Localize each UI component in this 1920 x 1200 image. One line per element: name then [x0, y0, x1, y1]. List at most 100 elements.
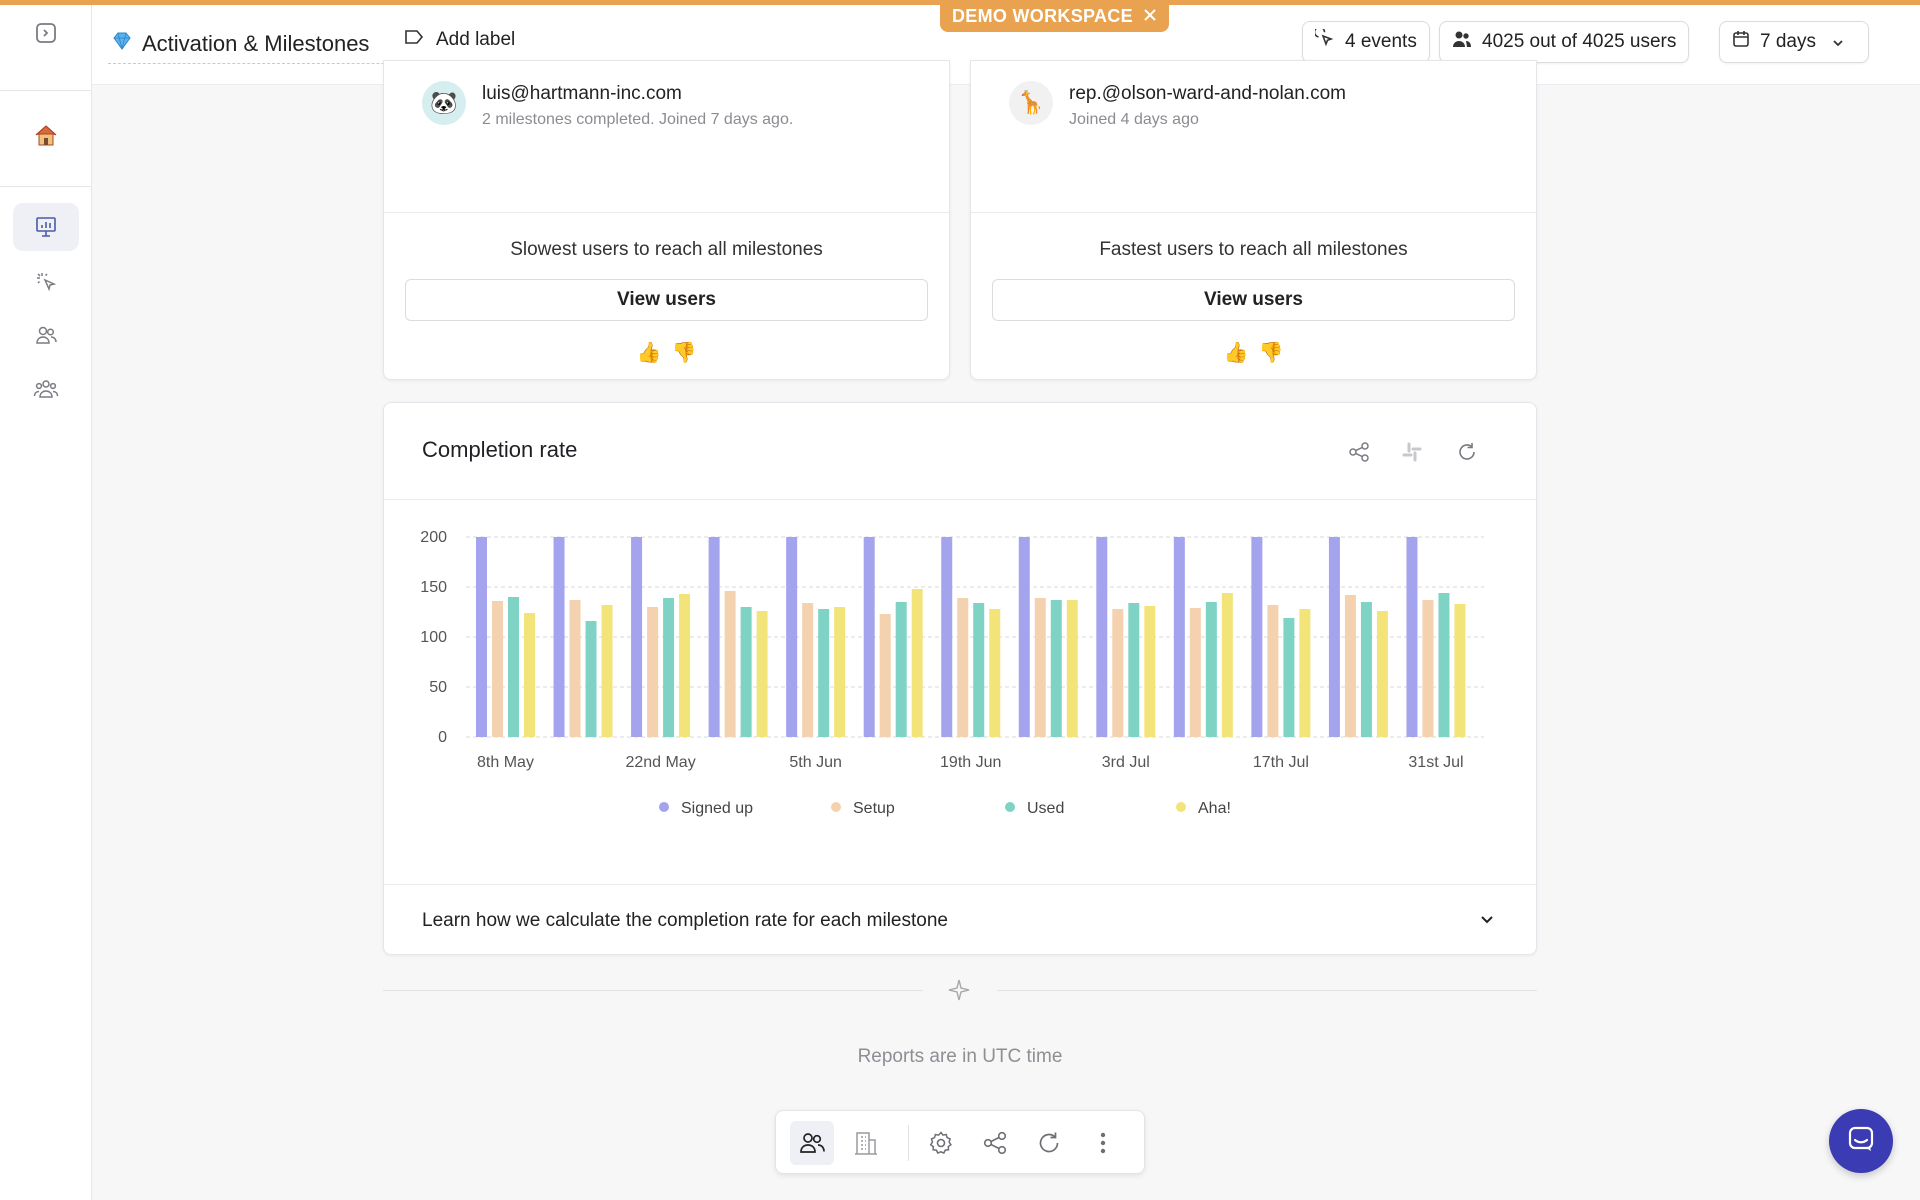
thumbs-down-icon[interactable]: 👎 — [1258, 342, 1284, 364]
chart-bar — [1267, 605, 1279, 737]
card-caption: Fastest users to reach all milestones — [1099, 239, 1408, 260]
chart-footer-divider — [384, 884, 1536, 885]
chart-bar — [647, 607, 659, 737]
fastest-users-card: 🦒 rep.@olson-ward-and-nolan.com Joined 4… — [970, 60, 1537, 380]
footer-divider — [383, 990, 923, 991]
share-icon[interactable] — [973, 1121, 1017, 1165]
chart-bar — [1144, 606, 1156, 737]
chart-bar — [1360, 602, 1372, 737]
chart-bar — [834, 607, 846, 737]
chart-bar — [941, 537, 953, 737]
chart-bar — [1066, 600, 1078, 737]
companies-view-icon[interactable] — [844, 1121, 888, 1165]
date-range-select[interactable]: 7 days — [1719, 21, 1869, 63]
user-row[interactable]: 🦒 rep.@olson-ward-and-nolan.com Joined 4… — [1009, 81, 1346, 129]
feedback-buttons: 👍 👎 — [384, 340, 949, 365]
users-filter-button[interactable]: 4025 out of 4025 users — [1439, 21, 1690, 63]
legend-swatch — [659, 802, 669, 812]
report-toolbar — [775, 1110, 1145, 1174]
legend-swatch — [1005, 802, 1015, 812]
thumbs-down-icon[interactable]: 👎 — [671, 342, 697, 364]
chart-bar — [524, 613, 535, 737]
chart-bar — [601, 605, 613, 737]
chart-bar — [1018, 537, 1030, 737]
timezone-note: Reports are in UTC time — [857, 1046, 1063, 1067]
view-users-button[interactable]: View users — [405, 279, 928, 321]
slack-icon[interactable] — [1399, 439, 1425, 465]
y-tick-label: 200 — [420, 529, 447, 546]
page-title: Activation & Milestones — [142, 30, 370, 56]
y-tick-label: 50 — [429, 679, 447, 696]
companies-icon[interactable] — [13, 365, 79, 413]
close-icon[interactable] — [1143, 6, 1157, 27]
legend-label: Setup — [853, 800, 895, 817]
x-tick-label: 5th Jun — [789, 754, 841, 771]
user-subtitle: Joined 4 days ago — [1069, 111, 1199, 128]
refresh-icon[interactable] — [1454, 439, 1480, 465]
events-icon[interactable] — [13, 258, 79, 306]
sidebar — [0, 0, 92, 1200]
users-icon[interactable] — [13, 311, 79, 359]
x-tick-label: 8th May — [477, 754, 534, 771]
users-icon — [1452, 30, 1472, 54]
x-tick-label: 3rd Jul — [1102, 754, 1150, 771]
settings-icon[interactable] — [919, 1121, 963, 1165]
chat-launcher-button[interactable] — [1829, 1109, 1893, 1173]
x-tick-label: 22nd May — [625, 754, 695, 771]
thumbs-up-icon[interactable]: 👍 — [636, 342, 662, 364]
chart-bar — [1344, 595, 1356, 737]
slowest-users-card: 🐼 luis@hartmann-inc.com 2 milestones com… — [383, 60, 950, 380]
chart-bar — [818, 609, 830, 737]
sparkle-icon — [947, 978, 971, 1007]
chart-bar — [1328, 537, 1340, 737]
chart-bar — [1189, 608, 1201, 737]
top-accent-bar — [0, 0, 1920, 5]
refresh-icon[interactable] — [1027, 1121, 1071, 1165]
chart-bar — [1283, 618, 1295, 737]
user-row[interactable]: 🐼 luis@hartmann-inc.com 2 milestones com… — [422, 81, 793, 129]
x-tick-label: 31st Jul — [1408, 754, 1463, 771]
events-count: 4 events — [1345, 31, 1417, 52]
chart-bar — [492, 601, 503, 737]
giraffe-avatar: 🦒 — [1009, 81, 1053, 125]
chart-bar — [1096, 537, 1108, 737]
y-tick-label: 150 — [420, 579, 447, 596]
legend-label: Used — [1027, 800, 1064, 817]
chart-bar — [1299, 609, 1311, 737]
chart-bar — [1173, 537, 1185, 737]
diamond-icon — [112, 32, 132, 55]
chart-bar — [895, 602, 907, 737]
chart-bar — [724, 591, 736, 737]
users-view-icon[interactable] — [790, 1121, 834, 1165]
events-filter-button[interactable]: 4 events — [1302, 21, 1430, 63]
users-count: 4025 out of 4025 users — [1482, 31, 1677, 52]
view-users-button[interactable]: View users — [992, 279, 1515, 321]
y-tick-label: 0 — [438, 729, 447, 746]
chevron-down-icon[interactable] — [1479, 913, 1495, 931]
learn-more-text: Learn how we calculate the completion ra… — [422, 910, 948, 931]
chart-bar — [569, 600, 581, 737]
report-title[interactable]: Activation & Milestones — [108, 24, 474, 64]
chart-bar — [1406, 537, 1418, 737]
chart-bar — [663, 598, 675, 737]
x-tick-label: 19th Jun — [940, 754, 1001, 771]
completion-rate-card: Completion rate 0 50 100 150 200 8th May 22nd … — [383, 402, 1537, 955]
chart-bar — [508, 597, 519, 737]
home-icon[interactable] — [13, 111, 79, 159]
expand-sidebar-icon[interactable] — [13, 9, 79, 57]
chart-bar — [1438, 593, 1450, 737]
chart-bar — [1376, 611, 1388, 737]
chart-bar — [1205, 602, 1217, 737]
reports-icon[interactable] — [13, 203, 79, 251]
feedback-buttons: 👍 👎 — [971, 340, 1536, 365]
user-subtitle: 2 milestones completed. Joined 7 days ag… — [482, 111, 794, 128]
share-icon[interactable] — [1346, 439, 1372, 465]
chart-bar — [585, 621, 597, 737]
more-icon[interactable] — [1081, 1121, 1125, 1165]
chart-bar — [631, 537, 643, 737]
chart-bar — [1034, 598, 1046, 737]
demo-workspace-label: DEMO WORKSPACE — [952, 5, 1133, 26]
thumbs-up-icon[interactable]: 👍 — [1223, 342, 1249, 364]
add-label-button[interactable]: Add label — [404, 28, 515, 52]
chart-bar — [863, 537, 875, 737]
